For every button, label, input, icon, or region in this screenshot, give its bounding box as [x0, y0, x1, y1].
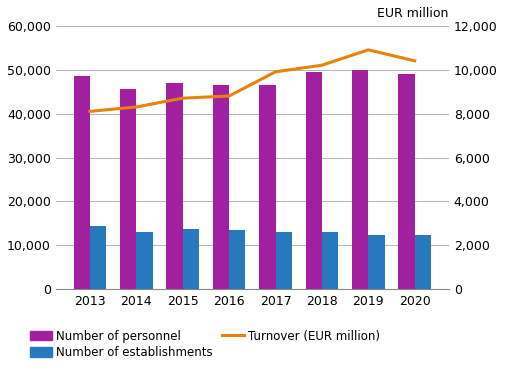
- Bar: [136, 232, 152, 289]
- Turnover (EUR million): [87, 109, 93, 114]
- Bar: [259, 85, 275, 289]
- Bar: [351, 70, 367, 289]
- Turnover (EUR million): [179, 96, 185, 101]
- Bar: [73, 76, 90, 289]
- Bar: [212, 85, 229, 289]
- Legend: Number of personnel, Number of establishments, Turnover (EUR million): Number of personnel, Number of establish…: [30, 329, 380, 359]
- Bar: [321, 232, 337, 289]
- Bar: [305, 72, 321, 289]
- Bar: [166, 83, 182, 289]
- Turnover (EUR million): [364, 47, 371, 52]
- Turnover (EUR million): [272, 70, 278, 74]
- Turnover (EUR million): [318, 63, 324, 68]
- Bar: [120, 89, 136, 289]
- Bar: [229, 230, 245, 289]
- Line: Turnover (EUR million): Turnover (EUR million): [90, 50, 414, 111]
- Bar: [414, 235, 430, 289]
- Bar: [367, 235, 384, 289]
- Bar: [182, 229, 199, 289]
- Turnover (EUR million): [225, 94, 232, 98]
- Turnover (EUR million): [133, 105, 139, 109]
- Bar: [275, 232, 291, 289]
- Text: EUR million: EUR million: [377, 7, 448, 20]
- Bar: [90, 226, 106, 289]
- Turnover (EUR million): [411, 59, 417, 63]
- Bar: [398, 74, 414, 289]
